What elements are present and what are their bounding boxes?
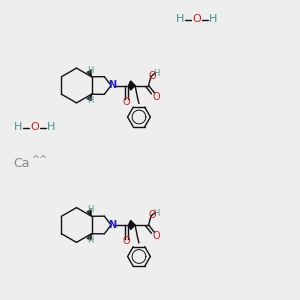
Text: O: O	[149, 71, 156, 81]
Text: O: O	[192, 14, 201, 25]
Text: H: H	[176, 14, 184, 25]
Text: O: O	[152, 92, 160, 102]
Polygon shape	[129, 85, 135, 90]
Polygon shape	[129, 81, 135, 85]
Text: Ca: Ca	[13, 157, 29, 170]
Text: H: H	[153, 69, 160, 78]
Text: N: N	[109, 80, 117, 91]
Text: H: H	[87, 96, 93, 105]
Text: O: O	[122, 236, 130, 247]
Polygon shape	[129, 225, 135, 230]
Text: H: H	[209, 14, 217, 25]
Text: H: H	[87, 205, 93, 214]
Text: H: H	[14, 122, 22, 133]
Text: ^^: ^^	[32, 155, 49, 166]
Text: O: O	[149, 210, 156, 220]
Text: O: O	[30, 122, 39, 133]
Text: O: O	[122, 97, 130, 107]
Text: H: H	[153, 208, 160, 217]
Text: N: N	[109, 220, 117, 230]
Text: H: H	[87, 236, 93, 245]
Text: H: H	[87, 66, 93, 75]
Text: O: O	[152, 231, 160, 241]
Text: H: H	[47, 122, 55, 133]
Polygon shape	[129, 220, 135, 225]
